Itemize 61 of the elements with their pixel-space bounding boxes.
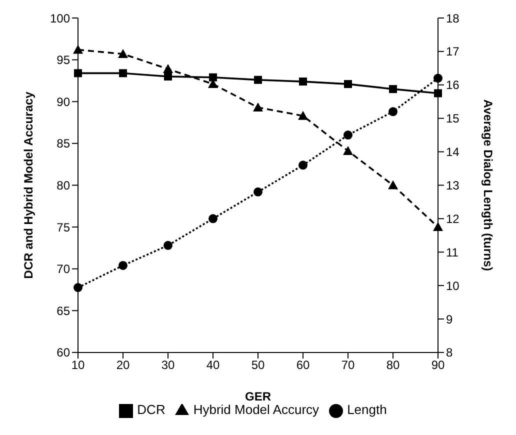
x-tick-label: 70 xyxy=(341,358,355,372)
point xyxy=(253,102,263,112)
y2-axis-title: Average Dialog Length (turns) xyxy=(480,99,495,272)
point xyxy=(343,146,353,155)
point xyxy=(344,80,352,88)
y2-tick-label: 17 xyxy=(446,44,460,59)
y2-tick-label: 15 xyxy=(446,112,460,126)
x-tick-label: 40 xyxy=(206,358,220,372)
y2-tick-label: 14 xyxy=(446,145,460,160)
point xyxy=(434,74,442,83)
point xyxy=(118,260,128,270)
legend-label: Hybrid Model Accurcy xyxy=(193,402,320,418)
point xyxy=(254,76,262,84)
point xyxy=(208,214,218,224)
point xyxy=(254,187,262,196)
x-tick-label: 80 xyxy=(386,358,400,372)
point xyxy=(119,69,127,78)
point xyxy=(388,180,398,190)
point xyxy=(163,64,173,73)
point xyxy=(118,48,128,58)
y2-tick-label: 16 xyxy=(446,78,460,92)
point xyxy=(344,130,352,140)
y-tick-label: 65 xyxy=(56,304,70,318)
point xyxy=(434,89,442,98)
point xyxy=(299,78,307,86)
x-tick-label: 30 xyxy=(161,358,175,372)
y2-tick-label: 12 xyxy=(446,212,460,226)
point xyxy=(298,160,308,170)
y-tick-label: 95 xyxy=(56,53,70,68)
point xyxy=(74,69,82,78)
y2-tick-label: 10 xyxy=(446,278,460,293)
y-tick-label: 80 xyxy=(56,178,70,192)
y2-tick-label: 13 xyxy=(446,178,460,192)
point xyxy=(389,85,397,94)
point xyxy=(388,107,398,116)
y2-tick-label: 8 xyxy=(446,346,453,360)
y-tick-label: 70 xyxy=(56,262,70,276)
point xyxy=(74,283,82,292)
point xyxy=(73,44,83,54)
y-tick-label: 60 xyxy=(56,346,70,360)
y-tick-label: 75 xyxy=(56,220,70,234)
legend-label: Length xyxy=(347,402,387,418)
x-tick-label: 10 xyxy=(71,358,85,372)
point xyxy=(298,110,308,120)
y-tick-label: 90 xyxy=(56,94,70,109)
y-axis-title: DCR and Hybrid Model Accuracy xyxy=(21,91,36,279)
y2-tick-label: 11 xyxy=(446,245,459,260)
x-tick-label: 90 xyxy=(431,358,445,372)
y2-tick-label: 9 xyxy=(446,312,453,326)
point xyxy=(164,72,172,81)
legend-label: DCR xyxy=(137,402,166,418)
x-axis-title: GER xyxy=(244,389,272,404)
x-tick-label: 50 xyxy=(251,358,265,372)
y-tick-label: 100 xyxy=(50,11,70,26)
x-tick-label: 60 xyxy=(296,358,310,372)
point xyxy=(164,240,172,250)
y2-tick-label: 18 xyxy=(446,11,460,26)
x-tick-label: 20 xyxy=(116,358,130,372)
y-tick-label: 85 xyxy=(56,136,70,151)
point xyxy=(433,222,443,232)
point xyxy=(209,73,217,82)
